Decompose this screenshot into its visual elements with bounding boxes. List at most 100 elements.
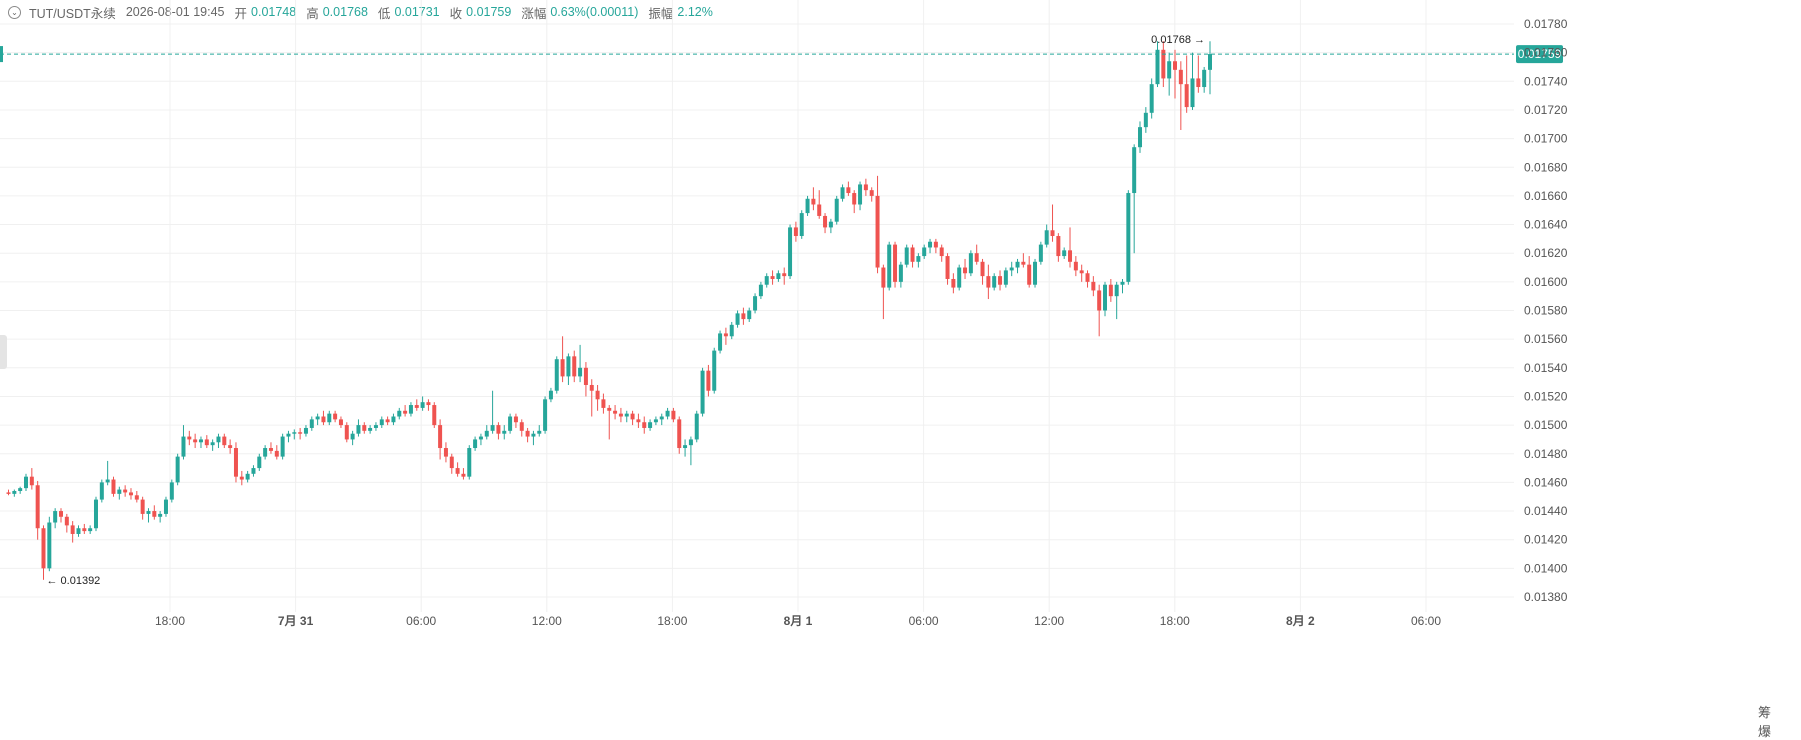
candle-body <box>82 528 87 532</box>
candle-body <box>12 490 17 494</box>
candle-body <box>496 425 501 434</box>
price-tick-label: 0.01560 <box>1524 332 1568 346</box>
price-tick-label: 0.01440 <box>1524 504 1568 518</box>
candle-body <box>782 273 787 277</box>
candle-body <box>93 499 98 529</box>
candle-body <box>187 436 192 440</box>
candle-body <box>158 513 163 517</box>
candle-body <box>998 276 1003 285</box>
candle-body <box>852 193 857 205</box>
candle-body <box>1097 290 1102 311</box>
candle-body <box>1126 193 1131 282</box>
candle-body <box>438 425 443 449</box>
candle-body <box>368 427 373 431</box>
candle-body <box>23 476 28 489</box>
candle-body <box>1161 49 1166 79</box>
time-tick-label: 18:00 <box>657 614 687 628</box>
candle-body <box>805 198 810 214</box>
time-tick-label: 06:00 <box>406 614 436 628</box>
candle-body <box>1050 230 1055 237</box>
candle-body <box>228 445 233 449</box>
candle-body <box>163 499 168 514</box>
candle-body <box>793 227 798 237</box>
candle-body <box>303 427 308 434</box>
candle-body <box>333 413 338 420</box>
candle-body <box>566 356 571 377</box>
candle-body <box>53 511 58 523</box>
candle-body <box>420 402 425 408</box>
candle-body <box>712 350 717 391</box>
candle-body <box>922 247 927 257</box>
candle-body <box>630 413 635 420</box>
right-tools-label[interactable]: 筹 爆 <box>1758 705 1778 739</box>
open-value: 0.01748 <box>251 5 297 19</box>
candle-body <box>653 419 658 423</box>
candle-body <box>117 489 122 494</box>
candle-body <box>683 445 688 449</box>
candle-body <box>572 356 577 377</box>
candle-body <box>636 419 641 423</box>
candle-body <box>1167 61 1172 79</box>
price-tick-label: 0.01760 <box>1524 46 1568 60</box>
candle-body <box>140 499 145 514</box>
collapse-chevron-icon[interactable]: ⌄ <box>8 5 21 19</box>
candle-body <box>251 468 256 474</box>
candle-body <box>578 367 583 377</box>
candle-body <box>607 407 612 411</box>
candle-body <box>893 244 898 282</box>
candle-body <box>443 448 448 457</box>
price-tick-label: 0.01740 <box>1524 74 1568 88</box>
candle-body <box>426 402 431 406</box>
candle-body <box>537 430 542 434</box>
candle-body <box>432 405 437 426</box>
candle-body <box>1173 61 1178 70</box>
candle-body <box>788 227 793 277</box>
candle-body <box>484 430 489 437</box>
candle-body <box>939 247 944 257</box>
candle-body <box>455 468 460 474</box>
candle-body <box>391 416 396 423</box>
candle-body <box>64 516 69 526</box>
candle-body <box>373 425 378 428</box>
price-tick-label: 0.01660 <box>1524 189 1568 203</box>
candle-body <box>47 522 52 569</box>
candle-body <box>770 276 775 279</box>
time-tick-label: 18:00 <box>155 614 185 628</box>
candle-body <box>315 416 320 420</box>
candle-body <box>986 276 991 288</box>
candles <box>6 41 1212 580</box>
candle-body <box>1038 244 1043 262</box>
candle-body <box>1091 281 1096 291</box>
candle-body <box>519 422 524 431</box>
candle-body <box>1138 127 1143 148</box>
candle-body <box>263 448 268 457</box>
candle-body <box>898 264 903 282</box>
price-axis[interactable]: 0.01780 0.01760 0.01740 0.01720 0.01700 0.016… <box>1524 17 1568 604</box>
time-axis[interactable]: 18:00 7月 31 06:00 12:00 18:00 8月 1 06:00 12:00 1… <box>155 614 1441 628</box>
time-tick-label: 18:00 <box>1160 614 1190 628</box>
candle-body <box>1085 273 1090 282</box>
candle-body <box>601 399 606 408</box>
candle-body <box>1143 112 1148 128</box>
candle-body <box>35 485 40 529</box>
left-panel-handle[interactable] <box>0 335 7 369</box>
candle-body <box>1184 84 1189 108</box>
candle-body <box>741 313 746 320</box>
candle-body <box>811 198 816 205</box>
candle-body <box>175 456 180 483</box>
candle-body <box>1073 261 1078 271</box>
candle-body <box>933 241 938 248</box>
candle-body <box>502 430 507 434</box>
candle-body <box>350 433 355 440</box>
candle-body <box>513 416 518 423</box>
candle-body <box>292 432 297 434</box>
candle-body <box>1132 147 1137 194</box>
candle-body <box>193 439 198 443</box>
low-label: 低 <box>377 6 391 21</box>
candle-body <box>799 213 804 237</box>
price-tick-label: 0.01500 <box>1524 418 1568 432</box>
candle-body <box>531 433 536 437</box>
high-label: 高 <box>306 6 319 21</box>
candle-body <box>327 413 332 423</box>
